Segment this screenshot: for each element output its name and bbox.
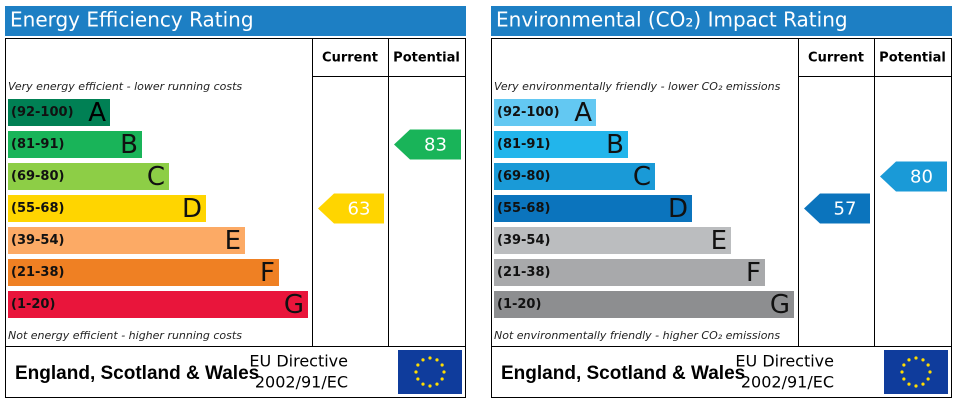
title-bar xyxy=(491,6,952,36)
eu-star xyxy=(914,356,918,360)
band-letter: E xyxy=(711,226,727,256)
eu-star xyxy=(921,358,925,362)
rating-band xyxy=(494,259,765,286)
band-range: (21-38) xyxy=(497,265,550,280)
panel-frame xyxy=(491,38,952,398)
eu-star xyxy=(914,384,918,388)
eu-star xyxy=(416,377,420,381)
rating-band xyxy=(494,195,692,222)
rating-band xyxy=(8,131,142,158)
rating-band xyxy=(8,259,279,286)
rating-band xyxy=(494,99,596,126)
column-header: Potential xyxy=(879,51,946,66)
eu-star xyxy=(921,382,925,386)
bottom-note: Not environmentally friendly - higher CO… xyxy=(494,329,780,342)
eu-star xyxy=(907,382,911,386)
rating-band xyxy=(8,291,308,318)
band-letter: A xyxy=(88,98,106,128)
band-letter: B xyxy=(120,130,138,160)
rating-band xyxy=(8,195,206,222)
rating-band xyxy=(8,99,110,126)
panel-title: Energy Efficiency Rating xyxy=(10,8,254,32)
directive-line: 2002/91/EC xyxy=(741,373,834,392)
band-letter: C xyxy=(633,162,651,192)
band-range: (92-100) xyxy=(11,105,74,120)
current-rating-arrow xyxy=(318,193,384,224)
eu-star xyxy=(428,356,432,360)
eu-star xyxy=(435,358,439,362)
band-range: (81-91) xyxy=(497,137,550,152)
rating-band xyxy=(8,163,169,190)
current-rating-value: 57 xyxy=(834,199,857,220)
band-range: (69-80) xyxy=(497,169,550,184)
column-header: Potential xyxy=(393,51,460,66)
eu-star xyxy=(435,382,439,386)
band-letter: G xyxy=(284,290,304,320)
directive-line: EU Directive xyxy=(735,352,834,371)
top-note: Very environmentally friendly - lower CO… xyxy=(494,80,781,93)
eu-star xyxy=(902,363,906,367)
eu-star xyxy=(926,377,930,381)
eu-star xyxy=(928,370,932,374)
eu-star xyxy=(902,377,906,381)
eu-star xyxy=(421,358,425,362)
band-range: (1-20) xyxy=(11,297,55,312)
eu-star xyxy=(900,370,904,374)
directive-line: 2002/91/EC xyxy=(255,373,348,392)
band-range: (69-80) xyxy=(11,169,64,184)
eu-star xyxy=(442,370,446,374)
band-letter: D xyxy=(182,194,202,224)
eu-star xyxy=(428,384,432,388)
band-letter: F xyxy=(746,258,761,288)
current-rating-value: 63 xyxy=(348,199,371,220)
band-letter: B xyxy=(606,130,624,160)
band-letter: F xyxy=(260,258,275,288)
eu-star xyxy=(440,363,444,367)
band-letter: C xyxy=(147,162,165,192)
panel-frame xyxy=(5,38,466,398)
potential-rating-arrow xyxy=(394,129,461,160)
band-range: (81-91) xyxy=(11,137,64,152)
panel-title: Environmental (CO₂) Impact Rating xyxy=(496,8,848,32)
band-letter: A xyxy=(574,98,592,128)
potential-rating-value: 80 xyxy=(910,167,933,188)
band-range: (92-100) xyxy=(497,105,560,120)
eu-star xyxy=(907,358,911,362)
band-range: (39-54) xyxy=(497,233,550,248)
band-range: (21-38) xyxy=(11,265,64,280)
band-letter: D xyxy=(668,194,688,224)
column-header: Current xyxy=(808,51,864,66)
band-range: (55-68) xyxy=(497,201,550,216)
band-letter: G xyxy=(770,290,790,320)
top-note: Very energy efficient - lower running co… xyxy=(8,80,242,93)
rating-band xyxy=(494,163,655,190)
rating-band xyxy=(8,227,245,254)
directive-line: EU Directive xyxy=(249,352,348,371)
eu-star xyxy=(421,382,425,386)
eu-star xyxy=(414,370,418,374)
current-rating-arrow xyxy=(804,193,870,224)
region: England, Scotland & Wales xyxy=(501,363,745,384)
potential-rating-arrow xyxy=(880,161,947,192)
eu-star xyxy=(440,377,444,381)
eu-star xyxy=(926,363,930,367)
bottom-note: Not energy efficient - higher running co… xyxy=(8,329,242,342)
column-header: Current xyxy=(322,51,378,66)
band-range: (1-20) xyxy=(497,297,541,312)
band-range: (55-68) xyxy=(11,201,64,216)
eu-star xyxy=(416,363,420,367)
title-bar xyxy=(5,6,466,36)
band-letter: E xyxy=(225,226,241,256)
rating-band xyxy=(494,291,794,318)
rating-band xyxy=(494,227,731,254)
rating-band xyxy=(494,131,628,158)
potential-rating-value: 83 xyxy=(424,135,447,156)
band-range: (39-54) xyxy=(11,233,64,248)
region: England, Scotland & Wales xyxy=(15,363,259,384)
